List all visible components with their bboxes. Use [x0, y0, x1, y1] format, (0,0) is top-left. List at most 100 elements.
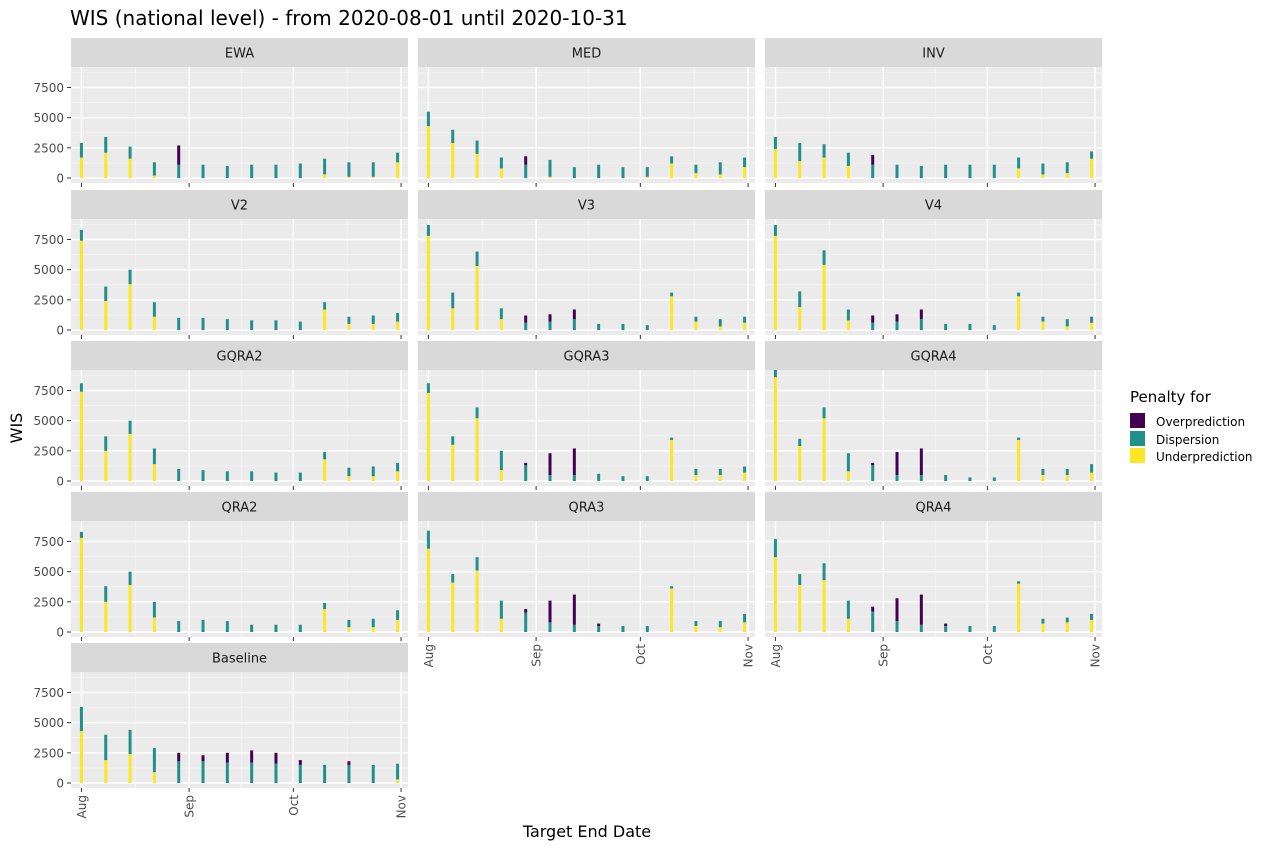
- x-tick-label: Sep: [183, 795, 197, 818]
- facet-baseline: Baseline 0 2500 5000 7500 Aug Sep Oct Nov: [33, 643, 409, 818]
- x-tick-label: Aug: [75, 795, 89, 818]
- bar-segment-dispersion: [919, 319, 923, 330]
- bar-segment-dispersion: [274, 624, 278, 632]
- bar-segment-dispersion: [621, 476, 625, 481]
- bar-segment-underprediction: [451, 582, 455, 632]
- bar-segment-dispersion: [79, 143, 83, 158]
- bar-segment-dispersion: [1090, 464, 1094, 473]
- bar-segment-underprediction: [152, 464, 156, 481]
- bar-segment-dispersion: [718, 162, 722, 175]
- bar-segment-dispersion: [274, 320, 278, 330]
- bar-segment-dispersion: [79, 531, 83, 538]
- bar-segment-dispersion: [298, 321, 302, 330]
- bar-segment-dispersion: [1041, 468, 1045, 475]
- facet-qra3: QRA3 Aug Sep Oct Nov: [418, 492, 756, 667]
- bar-segment-overprediction: [895, 598, 899, 622]
- y-tick-label: 5000: [33, 414, 64, 428]
- bar-segment-underprediction: [1090, 322, 1094, 330]
- bar-segment-underprediction: [79, 240, 83, 330]
- bar-segment-dispersion: [524, 612, 528, 632]
- bar-segment-dispersion: [694, 621, 698, 626]
- bar-segment-dispersion: [773, 225, 777, 236]
- bar-segment-underprediction: [152, 175, 156, 178]
- bar-segment-dispersion: [743, 466, 747, 473]
- y-tick-label: 0: [56, 475, 64, 489]
- bar-segment-dispersion: [104, 136, 108, 153]
- bar-segment-dispersion: [524, 322, 528, 330]
- bar-segment-dispersion: [548, 321, 552, 330]
- bar-segment-dispersion: [426, 383, 430, 393]
- bar-segment-dispersion: [871, 465, 875, 481]
- bar-segment-dispersion: [822, 563, 826, 581]
- bar-segment-overprediction: [871, 155, 875, 165]
- bar-segment-dispersion: [944, 164, 948, 178]
- bar-segment-dispersion: [1017, 437, 1021, 440]
- legend-swatch-overprediction: [1130, 413, 1145, 428]
- y-tick-label: 7500: [33, 686, 64, 700]
- bar-segment-dispersion: [968, 625, 972, 632]
- bar-segment-underprediction: [396, 162, 400, 178]
- bar-segment-underprediction: [128, 584, 132, 632]
- bar-segment-underprediction: [798, 446, 802, 481]
- x-tick-label: Nov: [742, 644, 756, 667]
- bar-segment-dispersion: [250, 320, 254, 330]
- bar-segment-dispersion: [371, 618, 375, 628]
- bar-segment-underprediction: [323, 309, 327, 330]
- bar-segment-underprediction: [846, 618, 850, 632]
- bar-segment-underprediction: [743, 322, 747, 330]
- bar-segment-dispersion: [718, 621, 722, 628]
- facet-strip: [765, 492, 1102, 521]
- bar-segment-dispersion: [871, 322, 875, 330]
- bar-segment-dispersion: [524, 465, 528, 481]
- legend-swatch-underprediction: [1130, 448, 1145, 463]
- bar-segment-dispersion: [152, 162, 156, 176]
- bar-segment-dispersion: [250, 164, 254, 178]
- bar-segment-dispersion: [621, 323, 625, 330]
- bar-segment-dispersion: [298, 764, 302, 783]
- bar-segment-underprediction: [548, 176, 552, 178]
- bar-segment-dispersion: [548, 622, 552, 632]
- bar-segment-overprediction: [250, 750, 254, 763]
- bar-segment-dispersion: [1017, 581, 1021, 584]
- bar-segment-underprediction: [426, 126, 430, 178]
- bar-segment-dispersion: [298, 163, 302, 178]
- panel-background: [418, 219, 755, 335]
- panel-background: [71, 219, 408, 335]
- bar-segment-overprediction: [274, 752, 278, 764]
- bar-segment-underprediction: [104, 601, 108, 632]
- y-axis-title: WIS: [7, 413, 26, 444]
- bar-segment-dispersion: [371, 315, 375, 324]
- x-tick-label: Aug: [769, 644, 783, 667]
- bar-segment-dispersion: [396, 462, 400, 472]
- bar-segment-dispersion: [621, 625, 625, 632]
- bar-segment-dispersion: [773, 539, 777, 558]
- bar-segment-dispersion: [895, 321, 899, 330]
- bar-segment-dispersion: [475, 557, 479, 571]
- bar-segment-overprediction: [524, 156, 528, 165]
- bar-segment-dispersion: [128, 420, 132, 434]
- bar-segment-underprediction: [694, 321, 698, 330]
- bar-segment-dispersion: [152, 748, 156, 773]
- bar-segment-underprediction: [128, 433, 132, 481]
- bar-segment-dispersion: [347, 162, 351, 177]
- bar-segment-underprediction: [743, 167, 747, 178]
- bar-segment-dispersion: [475, 140, 479, 154]
- bar-segment-dispersion: [1041, 618, 1045, 624]
- bar-segment-dispersion: [895, 621, 899, 632]
- bar-segment-dispersion: [104, 436, 108, 451]
- bar-segment-dispersion: [919, 165, 923, 178]
- bar-segment-underprediction: [846, 471, 850, 481]
- panel-background: [765, 67, 1102, 183]
- bar-segment-dispersion: [572, 624, 576, 632]
- bar-segment-overprediction: [944, 623, 948, 626]
- bar-segment-dispersion: [773, 136, 777, 150]
- bar-segment-dispersion: [846, 152, 850, 166]
- facet-strip: [765, 341, 1102, 370]
- bar-segment-underprediction: [1017, 168, 1021, 178]
- bar-segment-dispersion: [225, 762, 229, 783]
- facet-strip: [765, 190, 1102, 219]
- y-tick-label: 2500: [33, 595, 64, 609]
- bar-segment-dispersion: [871, 611, 875, 632]
- bar-segment-dispersion: [225, 319, 229, 330]
